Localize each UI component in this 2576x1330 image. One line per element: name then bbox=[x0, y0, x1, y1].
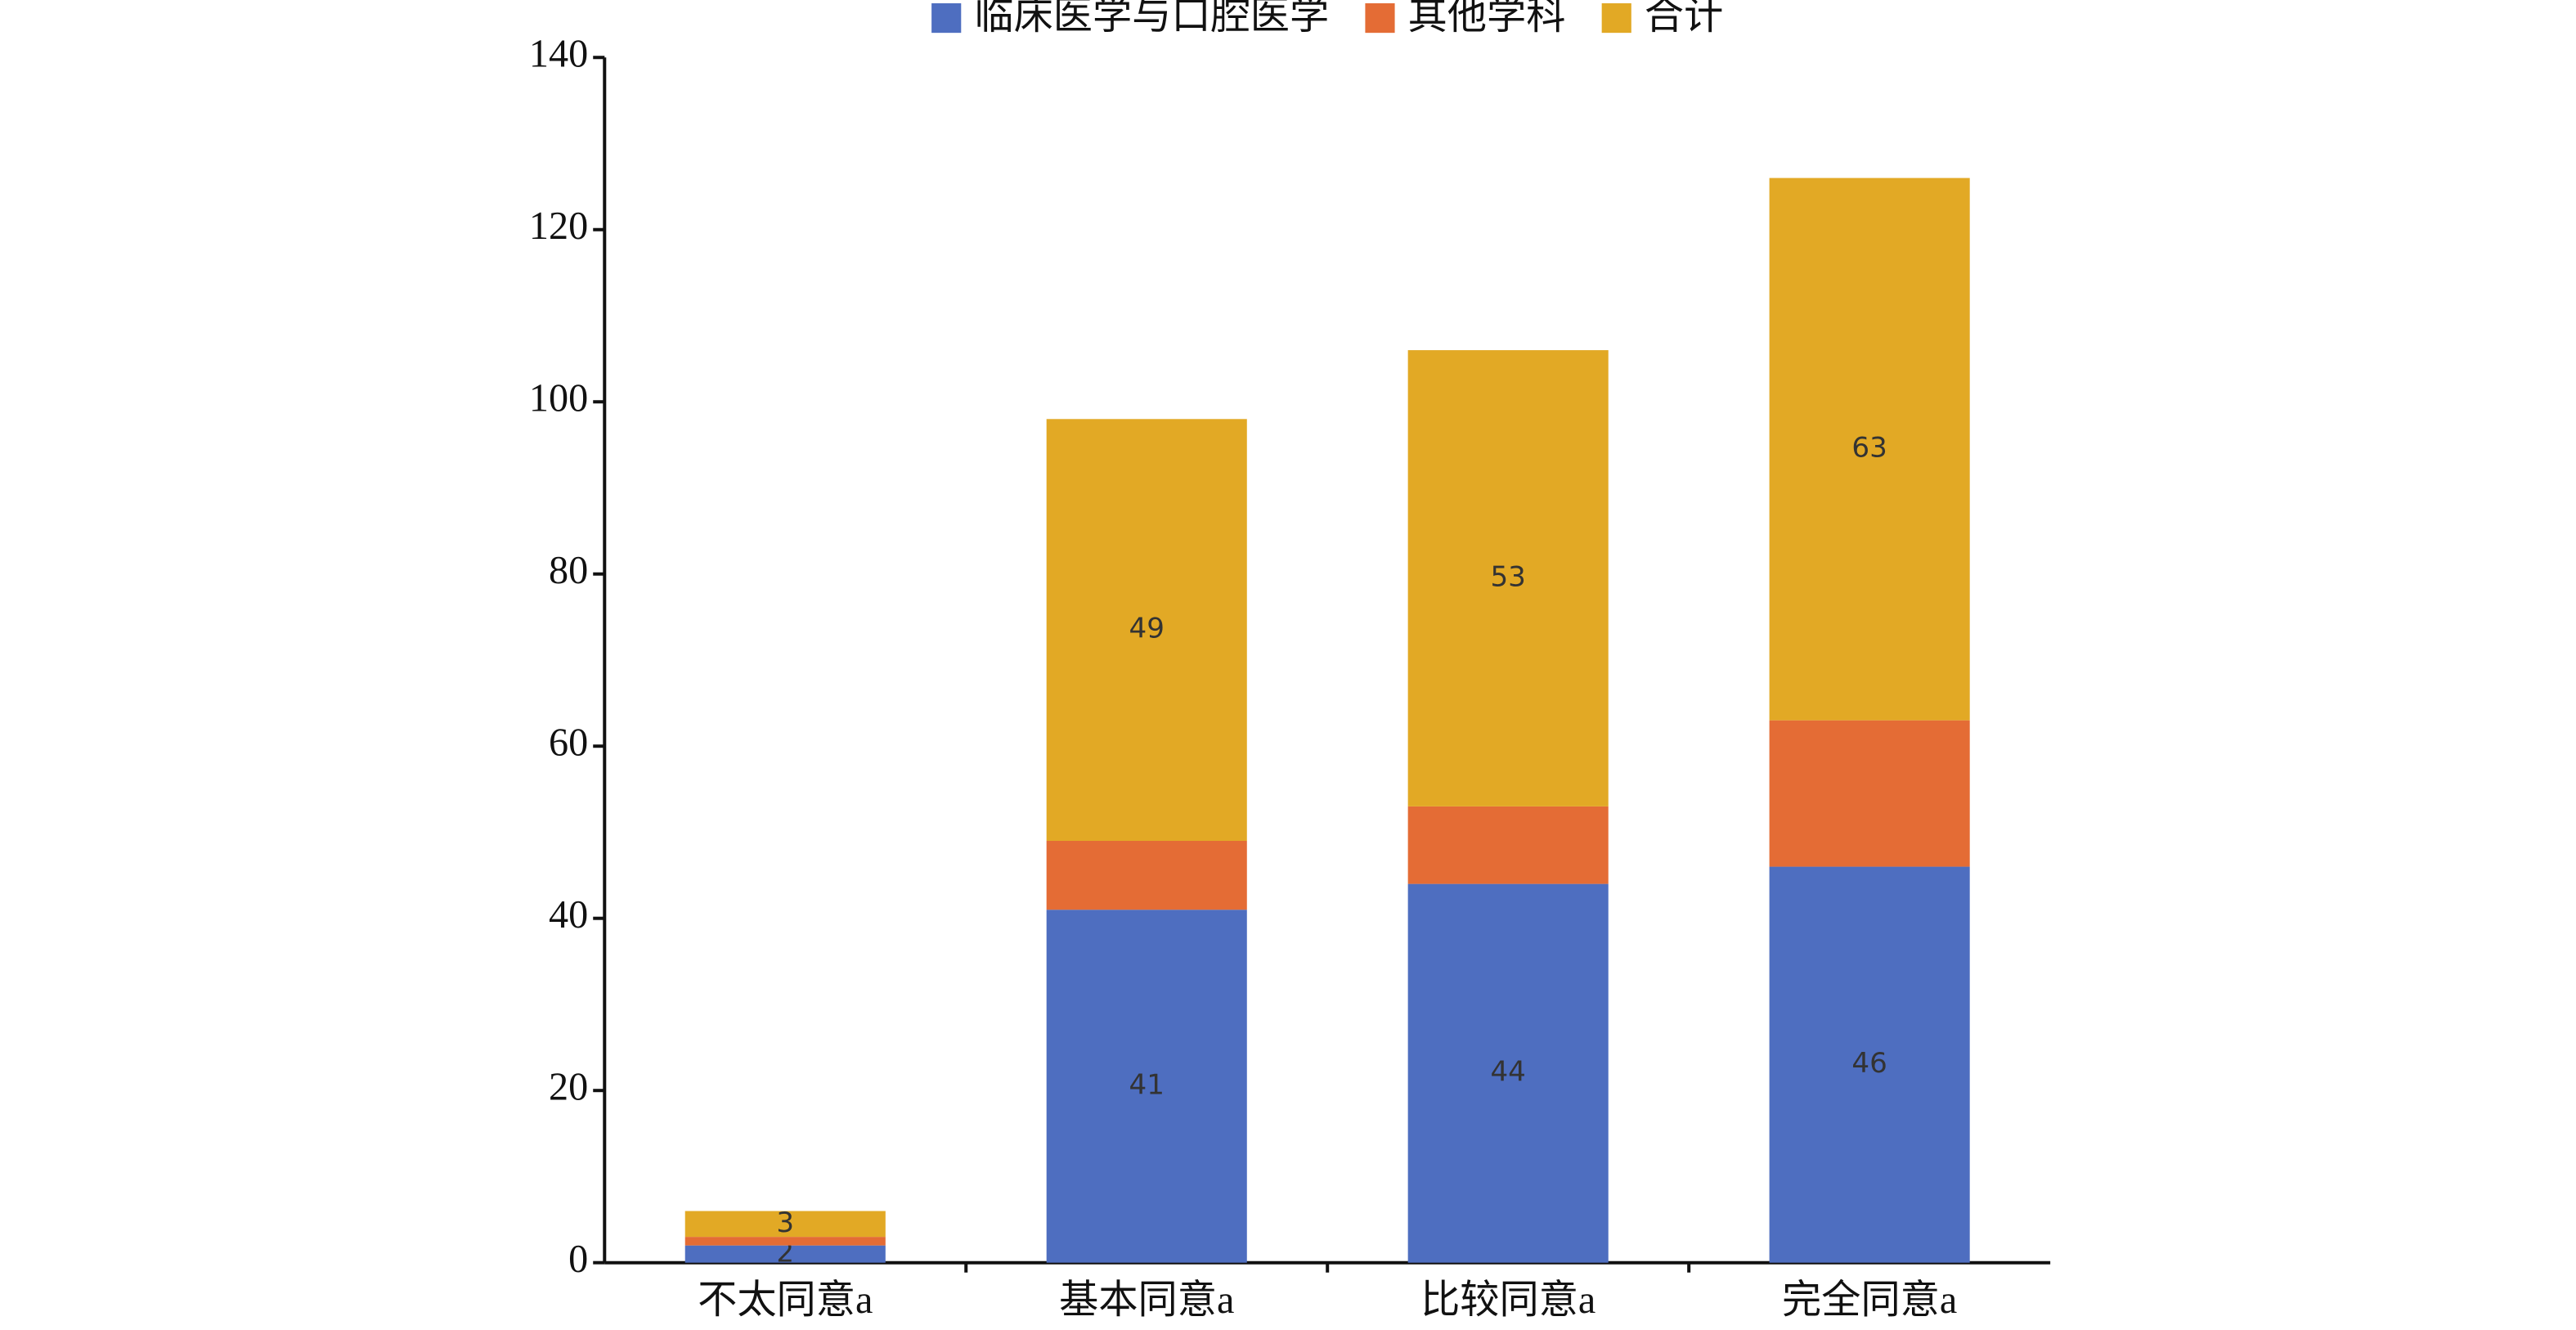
y-tick-label: 120 bbox=[529, 204, 588, 248]
legend-swatch bbox=[931, 3, 962, 34]
bar-segment bbox=[1407, 350, 1609, 807]
x-tick-label: 完全同意a bbox=[1782, 1278, 1957, 1322]
legend-swatch bbox=[1365, 3, 1395, 34]
data-label: 53 bbox=[1490, 561, 1525, 594]
legend-label: 临床医学与口腔医学 bbox=[974, 0, 1329, 38]
data-label: 3 bbox=[776, 1206, 794, 1239]
bar-segment bbox=[1407, 806, 1609, 884]
data-label: 41 bbox=[1129, 1068, 1165, 1101]
bar-segment bbox=[684, 1245, 886, 1263]
legend-label: 其他学科 bbox=[1408, 0, 1566, 38]
bar-segment bbox=[684, 1211, 886, 1238]
bar-segment bbox=[1769, 177, 1970, 721]
bar-segment bbox=[684, 1237, 886, 1246]
bar-segment bbox=[1769, 720, 1970, 867]
bar-segment bbox=[1407, 883, 1609, 1263]
data-label: 49 bbox=[1129, 613, 1165, 645]
y-tick-label: 60 bbox=[549, 721, 588, 764]
x-tick-label: 不太同意a bbox=[698, 1278, 873, 1322]
y-tick-label: 100 bbox=[529, 376, 588, 420]
bar-segment bbox=[1769, 866, 1970, 1263]
legend-swatch bbox=[1601, 3, 1631, 34]
y-tick-label: 40 bbox=[549, 893, 588, 937]
data-label: 63 bbox=[1851, 432, 1887, 465]
data-label: 44 bbox=[1490, 1056, 1525, 1089]
x-tick-label: 基本同意a bbox=[1059, 1278, 1234, 1322]
y-tick-label: 140 bbox=[529, 32, 588, 75]
bar-segment bbox=[1046, 910, 1247, 1263]
data-label: 46 bbox=[1851, 1047, 1887, 1080]
y-tick-label: 0 bbox=[568, 1238, 588, 1281]
x-tick-label: 比较同意a bbox=[1420, 1278, 1595, 1322]
legend-label: 合计 bbox=[1645, 0, 1723, 38]
bar-segment bbox=[1046, 840, 1247, 910]
bar-segment bbox=[1046, 419, 1247, 841]
y-tick-label: 20 bbox=[549, 1065, 588, 1108]
y-tick-label: 80 bbox=[549, 549, 588, 592]
